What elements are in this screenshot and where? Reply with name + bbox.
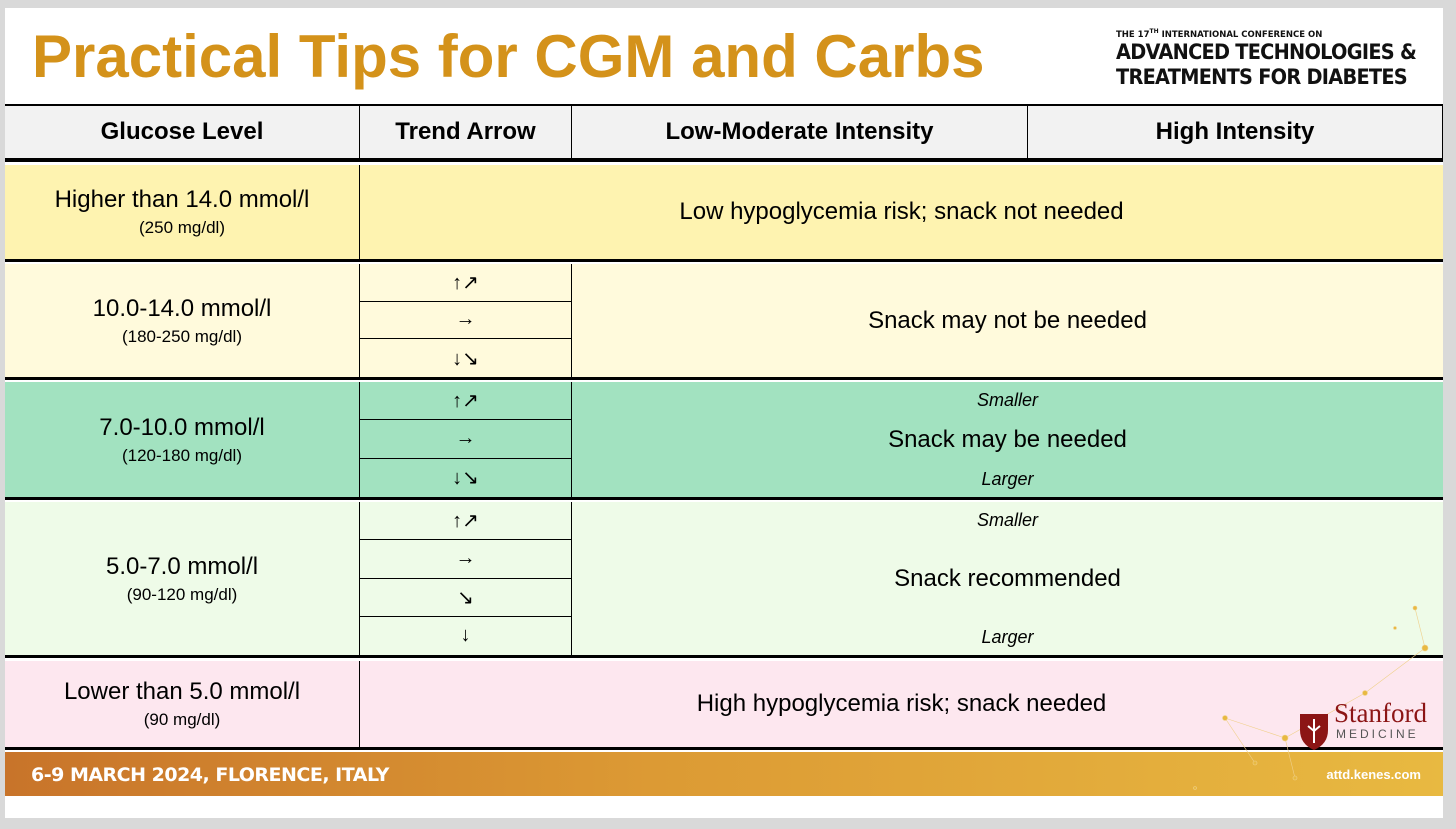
size-hint: Larger bbox=[981, 627, 1034, 647]
trend-arrow: ↓ bbox=[360, 616, 572, 655]
size-hint: Larger bbox=[981, 469, 1034, 489]
size-hint: Smaller bbox=[976, 390, 1038, 410]
size-hint: Smaller bbox=[976, 510, 1038, 530]
level-cell: 7.0-10.0 mmol/l (120-180 mg/dl) bbox=[5, 382, 360, 497]
trend-arrow: ↑↗ bbox=[360, 502, 572, 541]
column-header: Glucose Level bbox=[5, 104, 360, 162]
footer-url: attd.kenes.com bbox=[1326, 767, 1421, 782]
level-cell: 10.0-14.0 mmol/l (180-250 mg/dl) bbox=[5, 264, 360, 377]
trend-arrow: ↓↘ bbox=[360, 339, 572, 377]
dot-network bbox=[1193, 605, 1429, 790]
column-header: High Intensity bbox=[1028, 104, 1443, 162]
column-header: Low-Moderate Intensity bbox=[572, 104, 1028, 162]
level-cell: Lower than 5.0 mmol/l (90 mg/dl) bbox=[5, 661, 360, 747]
trend-arrow: ↓↘ bbox=[360, 458, 572, 497]
trend-arrow: ↑↗ bbox=[360, 382, 572, 421]
conference-logo: THE 17TH INTERNATIONAL CONFERENCE ON ADV… bbox=[1116, 28, 1442, 90]
glucose-level: Higher than 14.0 mmol/l bbox=[54, 186, 310, 213]
table-row: 10.0-14.0 mmol/l (180-250 mg/dl) ↑↗ → ↓↘ Snac… bbox=[5, 264, 1443, 380]
slide: Practical Tips for CGM and Carbs THE 17T… bbox=[5, 8, 1443, 818]
advice: Snack may be needed bbox=[888, 425, 1127, 453]
advice: Low hypoglycemia risk; snack not needed bbox=[679, 198, 1124, 225]
trend-arrow: ↘ bbox=[360, 578, 572, 617]
level-cell: Higher than 14.0 mmol/l (250 mg/dl) bbox=[5, 165, 360, 259]
advice: Snack recommended bbox=[894, 564, 1121, 592]
conference-text: INTERNATIONAL CONFERENCE ON bbox=[1158, 29, 1323, 40]
level-cell: 5.0-7.0 mmol/l (90-120 mg/dl) bbox=[5, 502, 360, 655]
table-row: Higher than 14.0 mmol/l (250 mg/dl) Low hy… bbox=[5, 165, 1443, 262]
glucose-level: 7.0-10.0 mmol/l bbox=[99, 413, 265, 441]
table-row: 7.0-10.0 mmol/l (120-180 mg/dl) ↑↗ → ↓↘ Snack… bbox=[5, 382, 1443, 500]
advice: Snack may not be needed bbox=[868, 306, 1147, 334]
footer-dates: 6-9 MARCH 2024, FLORENCE, ITALY bbox=[31, 764, 389, 786]
conference-name: TREATMENTS FOR DIABETES bbox=[1116, 64, 1408, 89]
glucose-mgdl: (90 mg/dl) bbox=[143, 710, 221, 729]
footer-bar bbox=[5, 752, 1443, 796]
conference-line: THE 17TH INTERNATIONAL CONFERENCE ON bbox=[1116, 28, 1442, 40]
glucose-level: 5.0-7.0 mmol/l bbox=[105, 552, 259, 580]
glucose-mgdl: (90-120 mg/dl) bbox=[126, 584, 238, 604]
trend-arrow: → bbox=[360, 420, 572, 459]
conference-sup: TH bbox=[1149, 28, 1159, 35]
trend-arrow: ↑↗ bbox=[360, 264, 572, 302]
glucose-mgdl: (180-250 mg/dl) bbox=[121, 326, 242, 346]
conference-text: THE 17 bbox=[1116, 29, 1150, 40]
logo-name: Stanford bbox=[1334, 698, 1427, 728]
advice: High hypoglycemia risk; snack needed bbox=[696, 690, 1107, 717]
glucose-mgdl: (250 mg/dl) bbox=[139, 218, 225, 237]
logo-sub: MEDICINE bbox=[1336, 727, 1419, 741]
glucose-mgdl: (120-180 mg/dl) bbox=[121, 445, 242, 465]
trend-arrow: → bbox=[360, 540, 572, 579]
column-header: Trend Arrow bbox=[360, 104, 572, 162]
slide-title: Practical Tips for CGM and Carbs bbox=[32, 23, 985, 90]
table-row: 5.0-7.0 mmol/l (90-120 mg/dl) ↑↗ → ↘ ↓ Snack r… bbox=[5, 502, 1443, 658]
table-row: Lower than 5.0 mmol/l (90 mg/dl) High hypo… bbox=[5, 661, 1443, 750]
conference-name: ADVANCED TECHNOLOGIES & bbox=[1116, 39, 1417, 64]
glucose-level: Lower than 5.0 mmol/l bbox=[63, 678, 301, 705]
glucose-level: 10.0-14.0 mmol/l bbox=[92, 294, 272, 322]
trend-arrow: → bbox=[360, 301, 572, 340]
